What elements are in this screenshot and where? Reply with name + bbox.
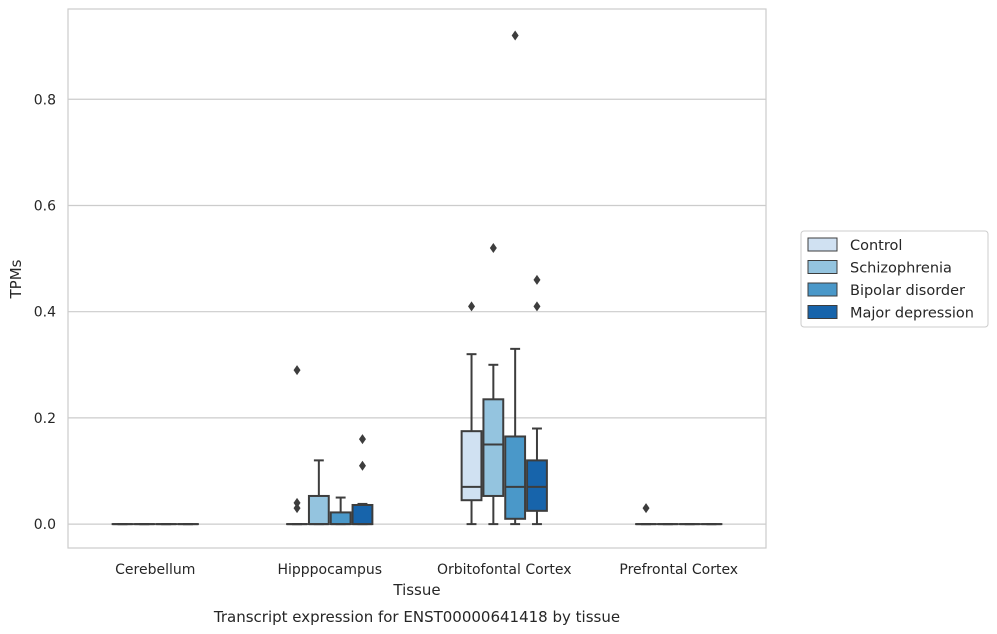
box	[526, 459, 548, 512]
y-tick-label: 0.4	[34, 305, 56, 321]
x-tick-label: Orbitofontal Cortex	[437, 562, 572, 578]
box-control	[286, 365, 308, 526]
x-tick-label: Cerebellum	[115, 562, 195, 578]
outlier-point	[533, 274, 541, 285]
outlier-point	[468, 301, 476, 312]
legend-swatch	[807, 305, 838, 319]
box-schizophrenia	[307, 459, 330, 526]
box-schizophrenia	[482, 242, 505, 526]
outlier-point	[642, 503, 650, 514]
box-bipolar-disorder	[329, 496, 352, 526]
legend-swatch	[807, 237, 838, 252]
box	[504, 435, 527, 520]
x-tick-label: Hipppocampus	[277, 562, 382, 578]
y-tick-label: 0.0	[34, 517, 56, 533]
x-tick-labels: Cerebellum Hipppocampus Orbitofontal Corte…	[115, 562, 738, 578]
outlier-point	[489, 242, 497, 253]
box-major-depression	[526, 274, 548, 526]
box	[460, 430, 483, 502]
box	[329, 511, 352, 526]
outlier-point	[293, 497, 301, 508]
legend-swatch	[807, 282, 838, 297]
chart-caption: Transcript expression for ENST0000064141…	[213, 608, 620, 626]
legend-entry-label: Major depression	[850, 306, 974, 322]
y-tick-labels: 0.0 0.2 0.4 0.6 0.8	[34, 92, 56, 533]
box-control	[635, 503, 657, 526]
y-tick-label: 0.2	[34, 411, 56, 427]
gridlines	[68, 98, 766, 525]
y-tick-label: 0.8	[34, 92, 56, 108]
outlier-point	[358, 460, 366, 471]
outlier-point	[511, 30, 519, 41]
box-bipolar-disorder	[504, 30, 527, 526]
outlier-point	[293, 365, 301, 376]
legend-entry-label: Schizophrenia	[850, 261, 952, 277]
outlier-point	[533, 301, 541, 312]
legend-entry-label: Bipolar disorder	[850, 283, 965, 299]
legend: Control Schizophrenia Bipolar disorder Majo…	[800, 230, 989, 328]
legend-swatch	[807, 260, 838, 274]
x-axis-label: Tissue	[392, 581, 440, 599]
legend-entry-label: Control	[850, 238, 902, 254]
legend-frame	[800, 230, 989, 328]
box-control	[460, 301, 483, 526]
plot-frame	[67, 8, 767, 549]
outlier-point	[293, 503, 301, 514]
box-major-depression	[351, 434, 374, 526]
outlier-point	[358, 434, 366, 445]
box-plot-layer	[111, 30, 723, 526]
y-axis-label: TPMs	[7, 259, 25, 299]
box	[482, 398, 505, 497]
box	[351, 503, 374, 526]
y-tick-label: 0.6	[34, 198, 56, 214]
box	[307, 494, 330, 526]
x-tick-label: Prefrontal Cortex	[619, 562, 738, 578]
